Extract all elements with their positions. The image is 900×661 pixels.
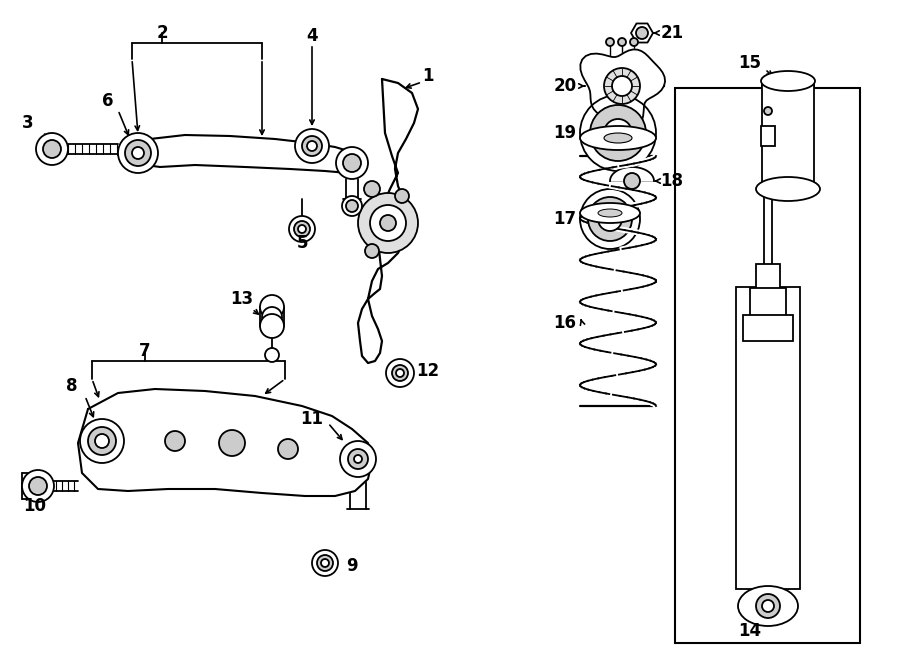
Circle shape — [764, 107, 772, 115]
Text: 13: 13 — [230, 290, 254, 308]
Circle shape — [336, 147, 368, 179]
Bar — [736, 287, 800, 589]
Circle shape — [618, 38, 626, 46]
Circle shape — [125, 140, 151, 166]
Polygon shape — [631, 24, 653, 42]
Bar — [761, 126, 775, 146]
Circle shape — [342, 196, 362, 216]
Bar — [743, 315, 793, 341]
Text: 3: 3 — [22, 114, 34, 132]
Circle shape — [604, 119, 632, 147]
Circle shape — [118, 133, 158, 173]
Text: 14: 14 — [738, 622, 761, 640]
Polygon shape — [118, 135, 362, 173]
Circle shape — [289, 216, 315, 242]
Ellipse shape — [738, 586, 798, 626]
Text: 9: 9 — [346, 557, 358, 575]
Polygon shape — [610, 167, 654, 181]
Circle shape — [598, 207, 622, 231]
Text: 21: 21 — [661, 24, 684, 42]
Ellipse shape — [580, 203, 640, 223]
Circle shape — [606, 38, 614, 46]
Text: 17: 17 — [554, 210, 577, 228]
Circle shape — [756, 594, 780, 618]
Text: 10: 10 — [23, 497, 47, 515]
Text: 8: 8 — [67, 377, 77, 395]
Circle shape — [392, 365, 408, 381]
Circle shape — [580, 95, 656, 171]
Circle shape — [762, 600, 774, 612]
Circle shape — [380, 215, 396, 231]
Circle shape — [95, 434, 109, 448]
Circle shape — [260, 314, 284, 338]
Circle shape — [348, 449, 368, 469]
Text: 16: 16 — [554, 314, 577, 332]
Text: 18: 18 — [661, 172, 683, 190]
Text: 19: 19 — [554, 124, 577, 142]
Circle shape — [590, 105, 646, 161]
Circle shape — [386, 359, 414, 387]
Circle shape — [88, 427, 116, 455]
Circle shape — [612, 76, 632, 96]
Circle shape — [580, 189, 640, 249]
Circle shape — [36, 133, 68, 165]
Bar — [756, 264, 780, 289]
Circle shape — [219, 430, 245, 456]
Text: 15: 15 — [739, 54, 761, 72]
Bar — [750, 288, 786, 316]
Circle shape — [364, 181, 380, 197]
Circle shape — [260, 295, 284, 319]
Polygon shape — [580, 50, 665, 132]
Polygon shape — [358, 79, 418, 363]
Circle shape — [588, 197, 632, 241]
Circle shape — [298, 225, 306, 233]
Text: 5: 5 — [296, 234, 308, 252]
Circle shape — [307, 141, 317, 151]
Circle shape — [29, 477, 47, 495]
Polygon shape — [78, 389, 372, 496]
Circle shape — [354, 455, 362, 463]
Ellipse shape — [761, 71, 815, 91]
Text: 1: 1 — [422, 67, 434, 85]
Circle shape — [346, 200, 358, 212]
Circle shape — [365, 244, 379, 258]
Circle shape — [262, 307, 282, 327]
Circle shape — [358, 193, 418, 253]
Circle shape — [43, 140, 61, 158]
Circle shape — [312, 550, 338, 576]
Ellipse shape — [756, 177, 820, 201]
Circle shape — [636, 27, 648, 39]
Circle shape — [630, 38, 638, 46]
Circle shape — [343, 154, 361, 172]
Text: 4: 4 — [306, 27, 318, 45]
Circle shape — [624, 173, 640, 189]
Circle shape — [321, 559, 329, 567]
Text: 7: 7 — [140, 342, 151, 360]
Circle shape — [295, 129, 329, 163]
Circle shape — [317, 555, 333, 571]
Text: 2: 2 — [157, 24, 167, 42]
Circle shape — [80, 419, 124, 463]
Circle shape — [604, 68, 640, 104]
Circle shape — [395, 189, 409, 203]
Circle shape — [22, 470, 54, 502]
Circle shape — [302, 136, 322, 156]
Circle shape — [278, 439, 298, 459]
Circle shape — [396, 369, 404, 377]
Text: 20: 20 — [554, 77, 577, 95]
Circle shape — [294, 221, 310, 237]
Circle shape — [132, 147, 144, 159]
Ellipse shape — [598, 209, 622, 217]
Circle shape — [340, 441, 376, 477]
Ellipse shape — [580, 126, 656, 150]
Text: 11: 11 — [301, 410, 323, 428]
Circle shape — [265, 348, 279, 362]
Text: 6: 6 — [103, 92, 113, 110]
Circle shape — [370, 205, 406, 241]
Ellipse shape — [604, 133, 632, 143]
Text: 12: 12 — [417, 362, 439, 380]
Bar — [675, 88, 860, 643]
Bar — [762, 81, 814, 189]
Circle shape — [165, 431, 185, 451]
